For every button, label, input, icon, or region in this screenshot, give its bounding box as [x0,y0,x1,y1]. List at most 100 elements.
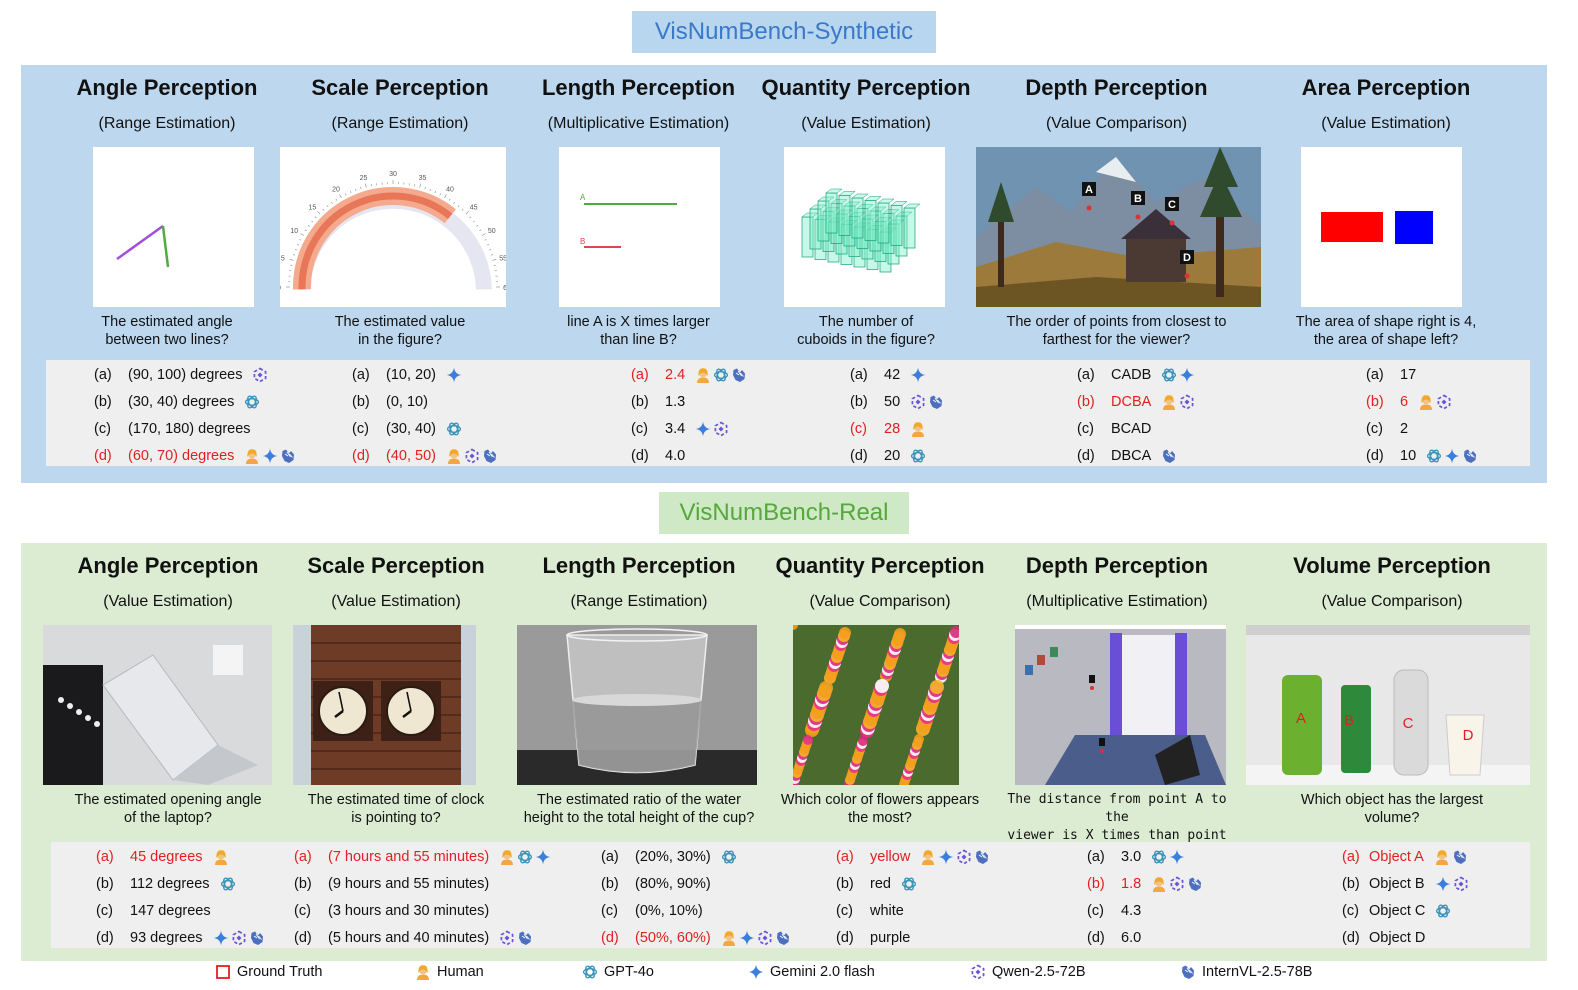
option-c: (c) Object C [1342,900,1453,922]
qwen-icon [232,930,246,946]
column-subtitle: (Value Estimation) [801,115,931,132]
legend-item-gpt: GPT-4o [582,964,654,981]
option-letter: (a) [1342,849,1360,865]
legend-item-qwen: Qwen-2.5-72B [970,964,1086,980]
model-icons [910,391,946,413]
real-section: Angle Perception (Value Estimation) The es… [21,543,1547,961]
model-icons [213,846,231,868]
option-d: (d) (60, 70) degrees [94,445,298,467]
model-icons [695,418,731,440]
scale-tick-label: 45 [470,204,478,211]
question-line: the area of shape left? [1313,332,1459,348]
option-a: (a) 17 [1366,364,1416,386]
option-letter: (b) [631,394,649,410]
option-b: (b) DCBA [1077,391,1197,413]
figure-graphic: A B C D [976,147,1261,307]
column-subtitle: (Range Estimation) [331,115,469,132]
synthetic-column-1: Angle Perception (Range Estimation) The es… [71,65,263,365]
figure-image [93,147,254,307]
option-d: (d) (40, 50) [352,445,500,467]
option-d: (d) Object D [1342,927,1425,949]
option-text: (0, 10) [386,394,428,410]
model-icons [499,846,553,868]
model-icons [901,873,919,895]
gpt-icon [901,876,917,893]
question-line: The number of [818,314,914,330]
option-text: (40, 50) [386,448,436,464]
scale-tick-label: 55 [499,255,506,262]
question-line: height to the total height of the cup? [523,810,755,826]
figure-graphic: A B C D [1246,625,1530,785]
intern-icon [1188,877,1202,892]
gpt-icon [721,849,736,866]
option-text: DCBA [1111,394,1152,410]
line-a-label: A [580,193,586,202]
option-d: (d) DBCA [1077,445,1179,467]
question-line: Which object has the largest [1300,792,1484,808]
option-c: (c) 3.4 [631,418,731,440]
gemini-icon [910,367,926,383]
human-icon [1153,877,1166,893]
option-text: 10 [1400,448,1417,464]
gpt-icon [1162,367,1177,384]
legend-item-human: Human [415,964,484,981]
gemini-icon [695,421,711,437]
option-letter: (b) [850,394,868,410]
legend-item-gemini: Gemini 2.0 flash [748,964,875,980]
option-text: (60, 70) degrees [128,448,235,464]
question-line: is pointing to? [351,810,441,826]
column-title: Depth Perception [1025,75,1208,100]
option-text: CADB [1111,367,1152,383]
intern-icon [483,449,497,464]
option-letter: (c) [1366,421,1383,437]
question-line: the most? [848,810,912,826]
option-letter: (c) [601,903,618,919]
model-icons [1161,364,1197,386]
model-icons [213,927,267,949]
figure-image: A B C D [1246,625,1530,785]
option-d: (d) 6.0 [1087,927,1141,949]
option-letter: (c) [1087,903,1104,919]
option-text: 3.4 [665,421,686,437]
gpt-icon [582,964,598,981]
option-text: (0%, 10%) [635,903,703,919]
option-letter: (c) [836,903,853,919]
option-letter: (b) [601,876,619,892]
option-letter: (b) [1342,876,1360,892]
intern-icon [1453,850,1467,865]
question-text: The estimated ratio of the water height t… [519,791,759,827]
option-letter: (a) [631,367,649,383]
option-text: 4.3 [1121,903,1142,919]
human-icon [1435,850,1448,866]
model-icons [1435,900,1453,922]
gemini-icon [739,930,755,946]
option-a: (a) (7 hours and 55 minutes) [294,846,553,868]
gemini-icon [262,448,278,464]
question-line: than line B? [600,332,677,348]
figure-graphic [1321,211,1433,244]
option-text: (10, 20) [386,367,436,383]
option-b: (b) (30, 40) degrees [94,391,262,413]
option-text: (7 hours and 55 minutes) [328,849,490,865]
model-icons [252,364,270,386]
model-icons [1151,846,1187,868]
qwen-icon [465,448,479,464]
scale-tick-label: 50 [488,228,496,235]
option-letter: (d) [1366,448,1384,464]
option-text: 42 [884,367,901,383]
column-title: Scale Perception [307,553,485,578]
option-d: (d) 4.0 [631,445,685,467]
gemini-icon [446,367,462,383]
gemini-icon [748,964,764,980]
option-d: (d) 20 [850,445,928,467]
question-text: The area of shape right is 4, the area of… [1271,313,1501,349]
legend-item-ground-truth: Ground Truth [215,964,322,980]
column-title: Depth Perception [1025,553,1209,578]
option-letter: (d) [96,930,114,946]
scale-tick-label: 10 [290,228,298,235]
human-icon [447,449,460,465]
option-text: 50 [884,394,901,410]
legend-label: Gemini 2.0 flash [770,964,875,980]
model-icons [244,445,298,467]
human-icon [501,850,514,866]
